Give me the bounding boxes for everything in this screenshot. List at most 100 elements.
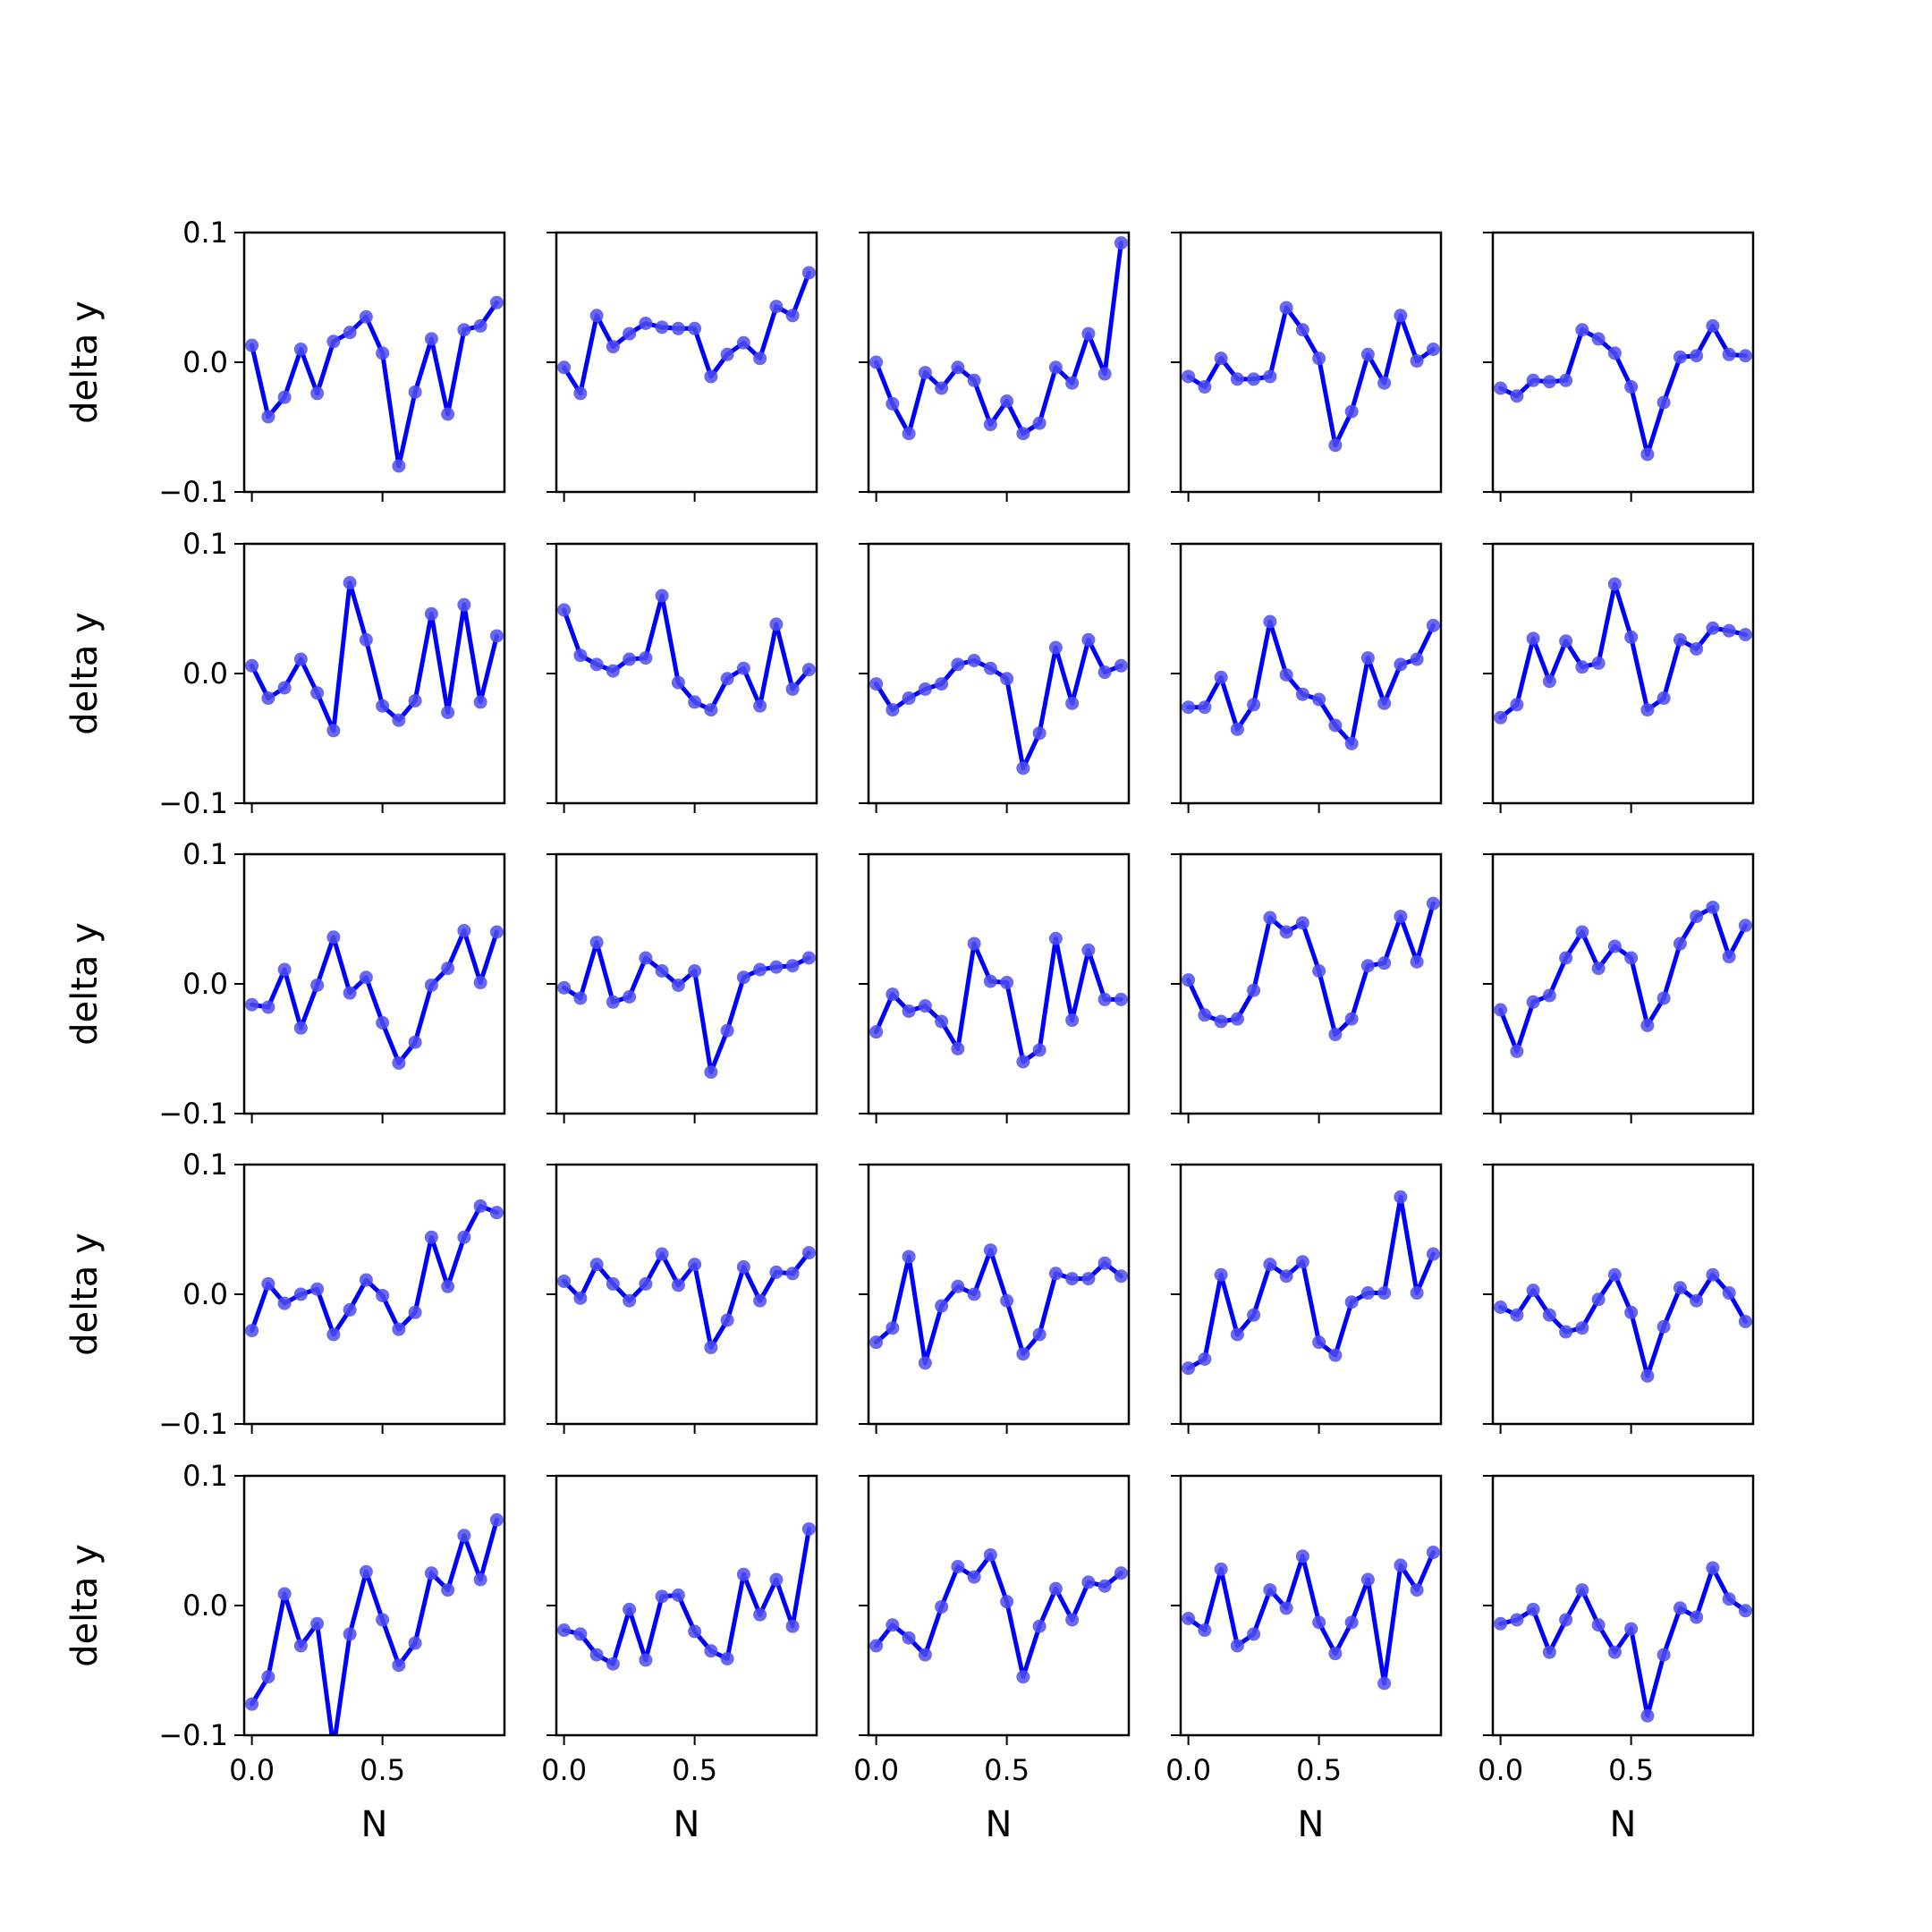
data-point bbox=[704, 1644, 718, 1658]
data-point bbox=[457, 924, 471, 938]
data-point bbox=[1214, 1267, 1228, 1282]
data-point bbox=[557, 603, 572, 617]
data-point bbox=[736, 661, 750, 675]
data-point bbox=[1426, 896, 1440, 911]
data-point bbox=[1230, 372, 1244, 386]
data-point bbox=[869, 677, 884, 691]
data-point bbox=[1097, 367, 1112, 381]
data-point bbox=[671, 978, 685, 992]
x-tick-label: 0.5 bbox=[360, 1753, 405, 1787]
x-tick-label: 0.5 bbox=[984, 1753, 1030, 1787]
data-point bbox=[408, 693, 422, 708]
data-point bbox=[1032, 726, 1046, 741]
data-point bbox=[1328, 1647, 1343, 1661]
data-point bbox=[1624, 380, 1639, 394]
data-point bbox=[606, 340, 620, 354]
data-point bbox=[1394, 1558, 1408, 1572]
x-tick-label: 0.0 bbox=[229, 1753, 275, 1787]
data-point bbox=[1016, 761, 1030, 775]
data-point bbox=[277, 1587, 292, 1601]
data-point bbox=[1657, 991, 1671, 1005]
data-point bbox=[688, 1258, 702, 1272]
data-point bbox=[1377, 376, 1392, 390]
data-point bbox=[1624, 1622, 1639, 1636]
data-point bbox=[1048, 931, 1063, 945]
data-point bbox=[589, 1648, 604, 1662]
data-point bbox=[720, 672, 734, 686]
series-group bbox=[1182, 896, 1440, 1042]
data-point bbox=[869, 355, 884, 369]
data-point bbox=[1312, 964, 1326, 978]
data-point bbox=[343, 1627, 357, 1641]
x-axis-label: N bbox=[1610, 1804, 1637, 1845]
data-point bbox=[1510, 698, 1524, 712]
data-point bbox=[1279, 1269, 1293, 1284]
subplot-r0-c3 bbox=[1171, 231, 1443, 502]
data-point bbox=[1394, 309, 1408, 323]
series-line bbox=[1186, 1550, 1436, 1686]
subplot-r2-c4 bbox=[1483, 852, 1755, 1123]
data-point bbox=[310, 1616, 325, 1631]
data-point bbox=[245, 338, 259, 352]
data-point bbox=[951, 657, 965, 672]
y-tick-label: 0.0 bbox=[182, 1277, 228, 1311]
data-point bbox=[967, 1287, 981, 1301]
data-point bbox=[951, 360, 965, 375]
series-line bbox=[1498, 323, 1748, 457]
x-tick-label: 0.0 bbox=[1478, 1753, 1523, 1787]
data-point bbox=[1312, 1335, 1326, 1350]
data-point bbox=[688, 695, 702, 709]
data-point bbox=[753, 1607, 767, 1622]
series-group bbox=[557, 266, 816, 401]
data-point bbox=[1081, 943, 1096, 957]
data-point bbox=[655, 589, 669, 603]
data-point bbox=[261, 410, 275, 424]
data-point bbox=[1575, 323, 1589, 337]
y-tick-label: −0.1 bbox=[158, 1718, 228, 1752]
data-point bbox=[688, 1624, 702, 1639]
y-axis-label: delta y bbox=[64, 922, 106, 1046]
data-point bbox=[1360, 1286, 1375, 1301]
data-point bbox=[869, 1639, 884, 1653]
series-line bbox=[1498, 581, 1748, 720]
data-point bbox=[1607, 346, 1622, 360]
data-point bbox=[441, 407, 455, 421]
series-line bbox=[250, 1517, 499, 1735]
data-point bbox=[736, 970, 750, 985]
data-point bbox=[606, 664, 620, 678]
data-point bbox=[1198, 380, 1212, 394]
data-point bbox=[1247, 1627, 1261, 1641]
data-point bbox=[1494, 1003, 1508, 1017]
data-point bbox=[1312, 1615, 1326, 1630]
data-point bbox=[1097, 1579, 1112, 1593]
data-point bbox=[902, 1250, 916, 1264]
data-point bbox=[293, 652, 308, 666]
data-point bbox=[376, 1613, 390, 1627]
series-line bbox=[1186, 305, 1436, 448]
data-point bbox=[623, 990, 637, 1004]
series-group bbox=[1182, 301, 1440, 453]
data-point bbox=[1673, 1281, 1687, 1295]
data-point bbox=[769, 1572, 784, 1587]
data-point bbox=[1542, 1645, 1556, 1659]
series-group bbox=[869, 236, 1128, 441]
data-point bbox=[376, 1288, 390, 1302]
data-point bbox=[1542, 674, 1556, 689]
data-point bbox=[769, 960, 784, 974]
data-point bbox=[473, 695, 487, 709]
data-point bbox=[753, 699, 767, 713]
data-point bbox=[1640, 1018, 1655, 1032]
data-point bbox=[489, 629, 504, 643]
series-group bbox=[245, 924, 504, 1070]
data-point bbox=[359, 1564, 373, 1579]
data-point bbox=[801, 663, 816, 677]
axes-frame bbox=[555, 852, 818, 1115]
y-tick-label: 0.0 bbox=[182, 967, 228, 1001]
data-point bbox=[326, 724, 341, 738]
data-point bbox=[1640, 447, 1655, 462]
data-point bbox=[1048, 1267, 1063, 1281]
data-point bbox=[1410, 1286, 1424, 1301]
data-point bbox=[326, 1327, 341, 1342]
data-point bbox=[967, 936, 981, 951]
data-point bbox=[606, 1276, 620, 1291]
